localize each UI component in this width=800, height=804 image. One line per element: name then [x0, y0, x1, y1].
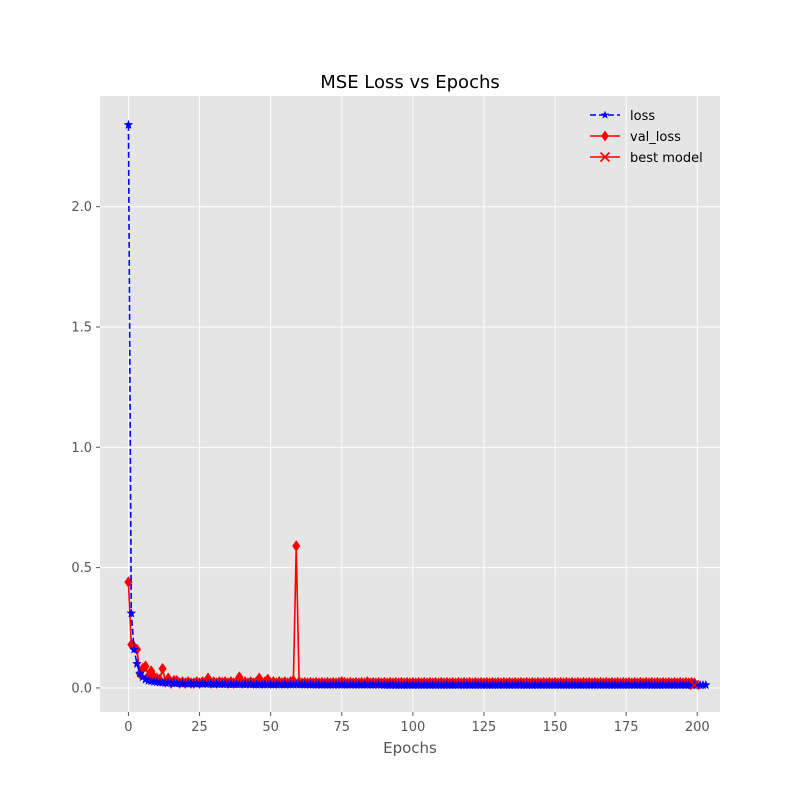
x-tick-label: 175 — [614, 720, 639, 735]
data-point-loss — [700, 679, 711, 690]
data-point-loss — [129, 644, 140, 654]
y-tick-label: 1.5 — [71, 321, 92, 336]
legend-entry-val-loss: val_loss — [590, 130, 681, 145]
data-point-val-loss — [158, 662, 167, 675]
series-loss — [123, 119, 711, 690]
x-tick-label: 150 — [543, 720, 568, 735]
chart-title: MSE Loss vs Epochs — [320, 72, 500, 93]
x-tick-label: 75 — [333, 720, 350, 735]
legend-label-best-model: best model — [630, 151, 703, 166]
y-axis-ticks: 0.0 0.5 1.0 1.5 2.0 — [71, 200, 100, 696]
data-point-loss — [132, 658, 142, 669]
data-point-loss — [134, 668, 145, 678]
data-point-loss — [123, 119, 134, 130]
plot-area — [100, 96, 720, 712]
legend-marker-x-icon — [599, 151, 611, 163]
legend-label-val-loss: val_loss — [630, 130, 681, 145]
x-tick-label: 100 — [400, 720, 425, 735]
x-tick-label: 125 — [472, 720, 497, 735]
x-axis-ticks: 0 25 50 75 100 125 150 175 200 — [124, 712, 710, 735]
y-tick-label: 0.0 — [71, 681, 92, 696]
legend-marker-diamond-icon — [601, 130, 609, 142]
legend-marker-star-icon — [600, 110, 610, 119]
x-axis-label: Epochs — [383, 739, 437, 757]
y-tick-label: 2.0 — [71, 200, 92, 215]
legend: loss val_loss best model — [590, 109, 703, 166]
legend-entry-loss: loss — [590, 109, 655, 124]
y-tick-label: 1.0 — [71, 441, 92, 456]
x-tick-label: 0 — [124, 720, 132, 735]
series-best-model — [689, 679, 700, 691]
x-tick-label: 200 — [685, 720, 710, 735]
series-group — [123, 119, 711, 691]
data-point-loss — [126, 608, 137, 618]
legend-entry-best-model: best model — [590, 151, 703, 166]
legend-label-loss: loss — [630, 109, 655, 124]
y-tick-label: 0.5 — [71, 561, 92, 576]
data-point-val-loss — [292, 540, 301, 552]
data-point-val-loss — [141, 660, 150, 673]
x-tick-label: 25 — [191, 720, 208, 735]
x-tick-label: 50 — [262, 720, 279, 735]
data-point-best-model — [689, 679, 700, 691]
